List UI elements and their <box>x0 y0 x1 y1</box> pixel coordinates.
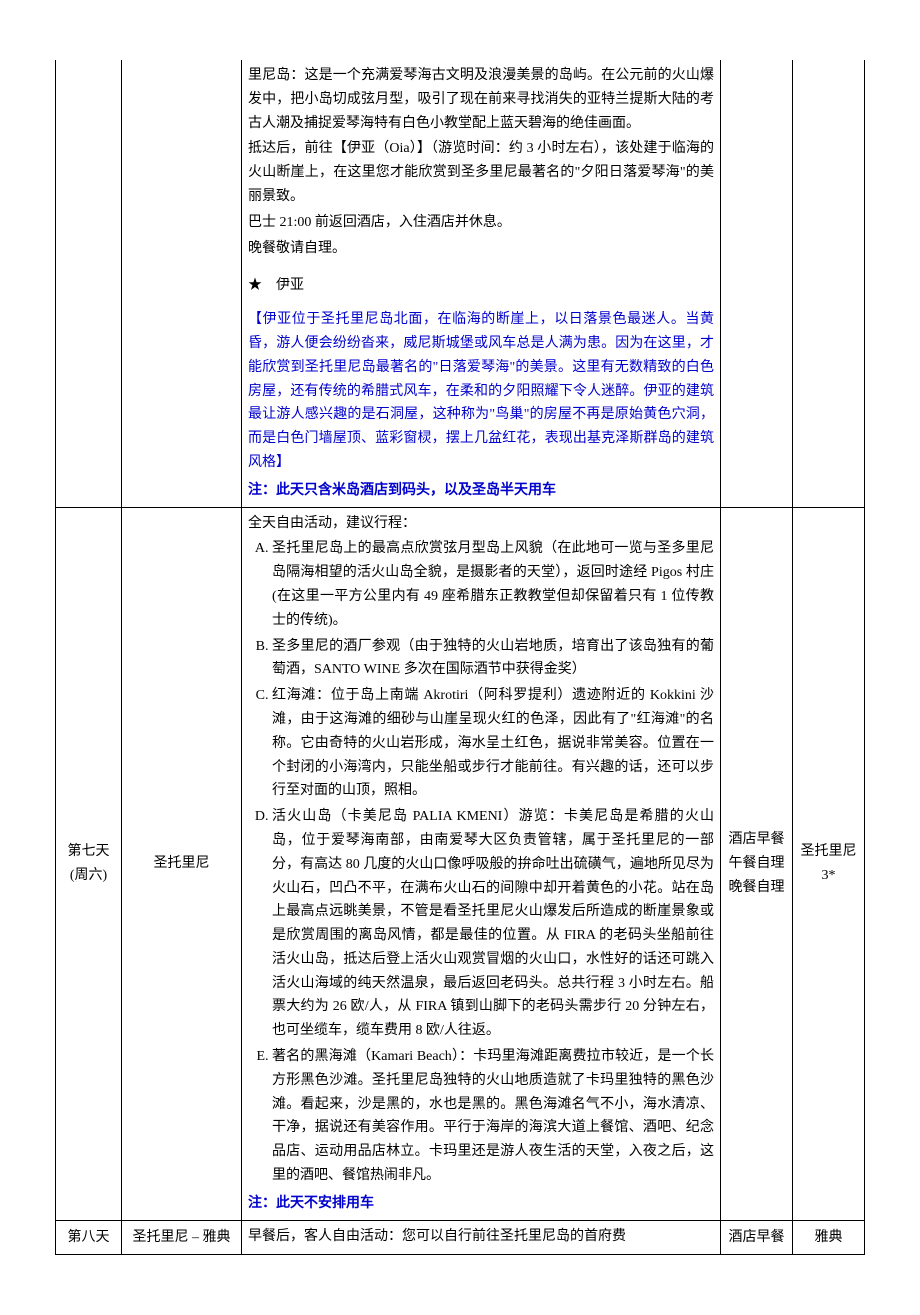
place-cell: 圣托里尼 – 雅典 <box>122 1220 242 1255</box>
desc-paragraph: 里尼岛：这是一个充满爱琴海古文明及浪漫美景的岛屿。在公元前的火山爆发中，把小岛切… <box>248 64 714 135</box>
suggestion-list: 圣托里尼岛上的最高点欣赏弦月型岛上风貌（在此地可一览与圣多里尼岛隔海相望的活火山… <box>248 537 714 1188</box>
meal-line: 午餐自理 <box>727 852 786 876</box>
note-text: 注：此天只含米岛酒店到码头，以及圣岛半天用车 <box>248 479 714 503</box>
note-text: 注：此天不安排用车 <box>248 1192 714 1216</box>
description-cell: 里尼岛：这是一个充满爱琴海古文明及浪漫美景的岛屿。在公元前的火山爆发中，把小岛切… <box>242 60 721 507</box>
description-cell: 全天自由活动，建议行程： 圣托里尼岛上的最高点欣赏弦月型岛上风貌（在此地可一览与… <box>242 507 721 1220</box>
table-row: 第八天 圣托里尼 – 雅典 早餐后，客人自由活动：您可以自行前往圣托里尼岛的首府… <box>56 1220 865 1255</box>
meal-cell: 酒店早餐 <box>721 1220 793 1255</box>
hotel-line: 圣托里尼 <box>799 840 858 864</box>
itinerary-table: 里尼岛：这是一个充满爱琴海古文明及浪漫美景的岛屿。在公元前的火山爆发中，把小岛切… <box>55 60 865 1255</box>
highlight-title: ★ 伊亚 <box>248 274 714 298</box>
desc-paragraph: 抵达后，前往【伊亚（Oia）】（游览时间：约 3 小时左右），该处建于临海的火山… <box>248 137 714 208</box>
desc-intro: 全天自由活动，建议行程： <box>248 512 714 536</box>
list-item: 活火山岛（卡美尼岛 PALIA KMENI）游览：卡美尼岛是希腊的火山岛，位于爱… <box>272 805 714 1043</box>
desc-paragraph: 巴士 21:00 前返回酒店，入住酒店并休息。 <box>248 211 714 235</box>
list-item: 红海滩：位于岛上南端 Akrotiri（阿科罗提利）遗迹附近的 Kokkini … <box>272 684 714 803</box>
list-item: 著名的黑海滩（Kamari Beach）：卡玛里海滩距离费拉市较近，是一个长方形… <box>272 1045 714 1188</box>
table-row: 里尼岛：这是一个充满爱琴海古文明及浪漫美景的岛屿。在公元前的火山爆发中，把小岛切… <box>56 60 865 507</box>
meal-cell: 酒店早餐 午餐自理 晚餐自理 <box>721 507 793 1220</box>
day-weekday: (周六) <box>62 864 115 888</box>
hotel-cell: 雅典 <box>793 1220 865 1255</box>
hotel-cell <box>793 60 865 507</box>
list-item: 圣多里尼的酒厂参观（由于独特的火山岩地质，培育出了该岛独有的葡萄酒，SANTO … <box>272 635 714 683</box>
desc-paragraph: 早餐后，客人自由活动：您可以自行前往圣托里尼岛的首府费 <box>248 1225 714 1249</box>
highlight-description: 【伊亚位于圣托里尼岛北面，在临海的断崖上，以日落景色最迷人。当黄昏，游人便会纷纷… <box>248 308 714 475</box>
meal-line: 酒店早餐 <box>727 828 786 852</box>
place-cell: 圣托里尼 <box>122 507 242 1220</box>
desc-paragraph: 晚餐敬请自理。 <box>248 237 714 261</box>
meal-cell <box>721 60 793 507</box>
description-cell: 早餐后，客人自由活动：您可以自行前往圣托里尼岛的首府费 <box>242 1220 721 1255</box>
day-cell: 第八天 <box>56 1220 122 1255</box>
day-cell <box>56 60 122 507</box>
day-cell: 第七天 (周六) <box>56 507 122 1220</box>
hotel-cell: 圣托里尼 3* <box>793 507 865 1220</box>
hotel-line: 3* <box>799 864 858 888</box>
list-item: 圣托里尼岛上的最高点欣赏弦月型岛上风貌（在此地可一览与圣多里尼岛隔海相望的活火山… <box>272 537 714 632</box>
day-number: 第七天 <box>62 840 115 864</box>
place-cell <box>122 60 242 507</box>
meal-line: 晚餐自理 <box>727 876 786 900</box>
table-row: 第七天 (周六) 圣托里尼 全天自由活动，建议行程： 圣托里尼岛上的最高点欣赏弦… <box>56 507 865 1220</box>
